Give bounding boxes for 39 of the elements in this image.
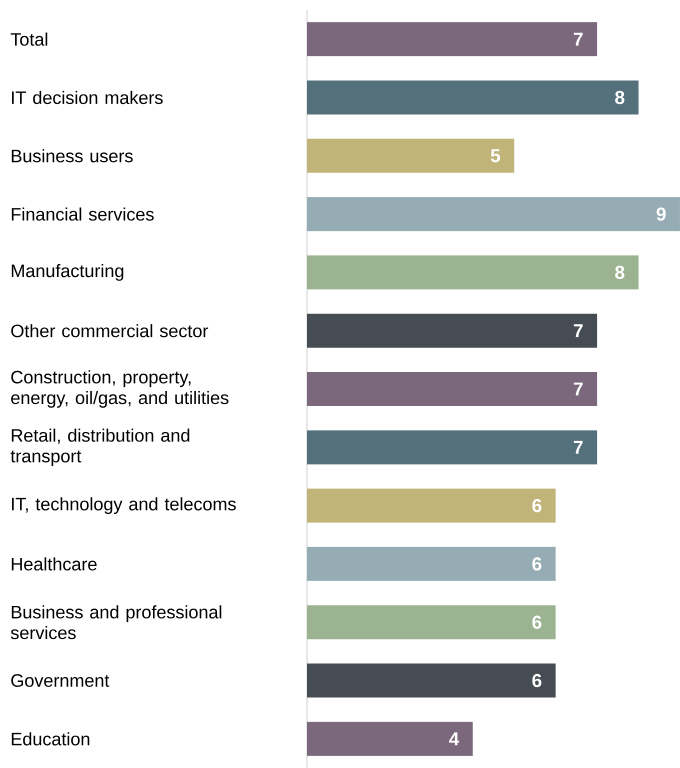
data-label: 6 [532, 616, 542, 629]
data-label: 5 [490, 149, 500, 162]
y-tick-label: Other commercial sector [11, 324, 208, 338]
data-label: 9 [656, 207, 666, 221]
data-label: 6 [532, 499, 542, 512]
y-tick-label: Retail, distribution and transport [10, 428, 190, 466]
y-tick-label: Construction, property, energy, oil/gas, and utilities [11, 370, 228, 408]
bar [306, 314, 598, 348]
data-label: 7 [574, 324, 583, 338]
bar [306, 546, 556, 581]
bar [306, 197, 680, 232]
bar [306, 605, 556, 640]
bar [306, 255, 639, 290]
bar [306, 372, 598, 406]
data-label: 7 [574, 382, 583, 396]
data-label: 6 [532, 557, 542, 571]
bar [306, 22, 598, 56]
bar [306, 138, 514, 173]
data-label: 7 [574, 32, 583, 46]
y-tick-label: IT decision makers [12, 90, 163, 104]
y-tick-label: Healthcare [12, 557, 97, 571]
y-tick-label: Business users [12, 149, 133, 162]
data-label: 6 [532, 674, 542, 688]
bar [306, 80, 639, 114]
bar [306, 664, 556, 698]
bar [306, 488, 556, 523]
y-tick-label: Business and professional services [10, 605, 222, 640]
y-tick-label: Education [12, 732, 90, 746]
y-tick-label: Total [10, 32, 48, 46]
data-label: 4 [449, 732, 460, 746]
y-tick-label: Manufacturing [12, 264, 124, 281]
data-label: 8 [615, 266, 624, 280]
bar [306, 430, 598, 464]
y-tick-label: IT, technology and telecoms [12, 497, 236, 514]
data-label: 8 [615, 90, 624, 104]
y-tick-label: Financial services [12, 207, 154, 221]
data-label: 7 [574, 440, 583, 454]
y-tick-label: Government [11, 674, 110, 687]
bar [306, 722, 473, 756]
